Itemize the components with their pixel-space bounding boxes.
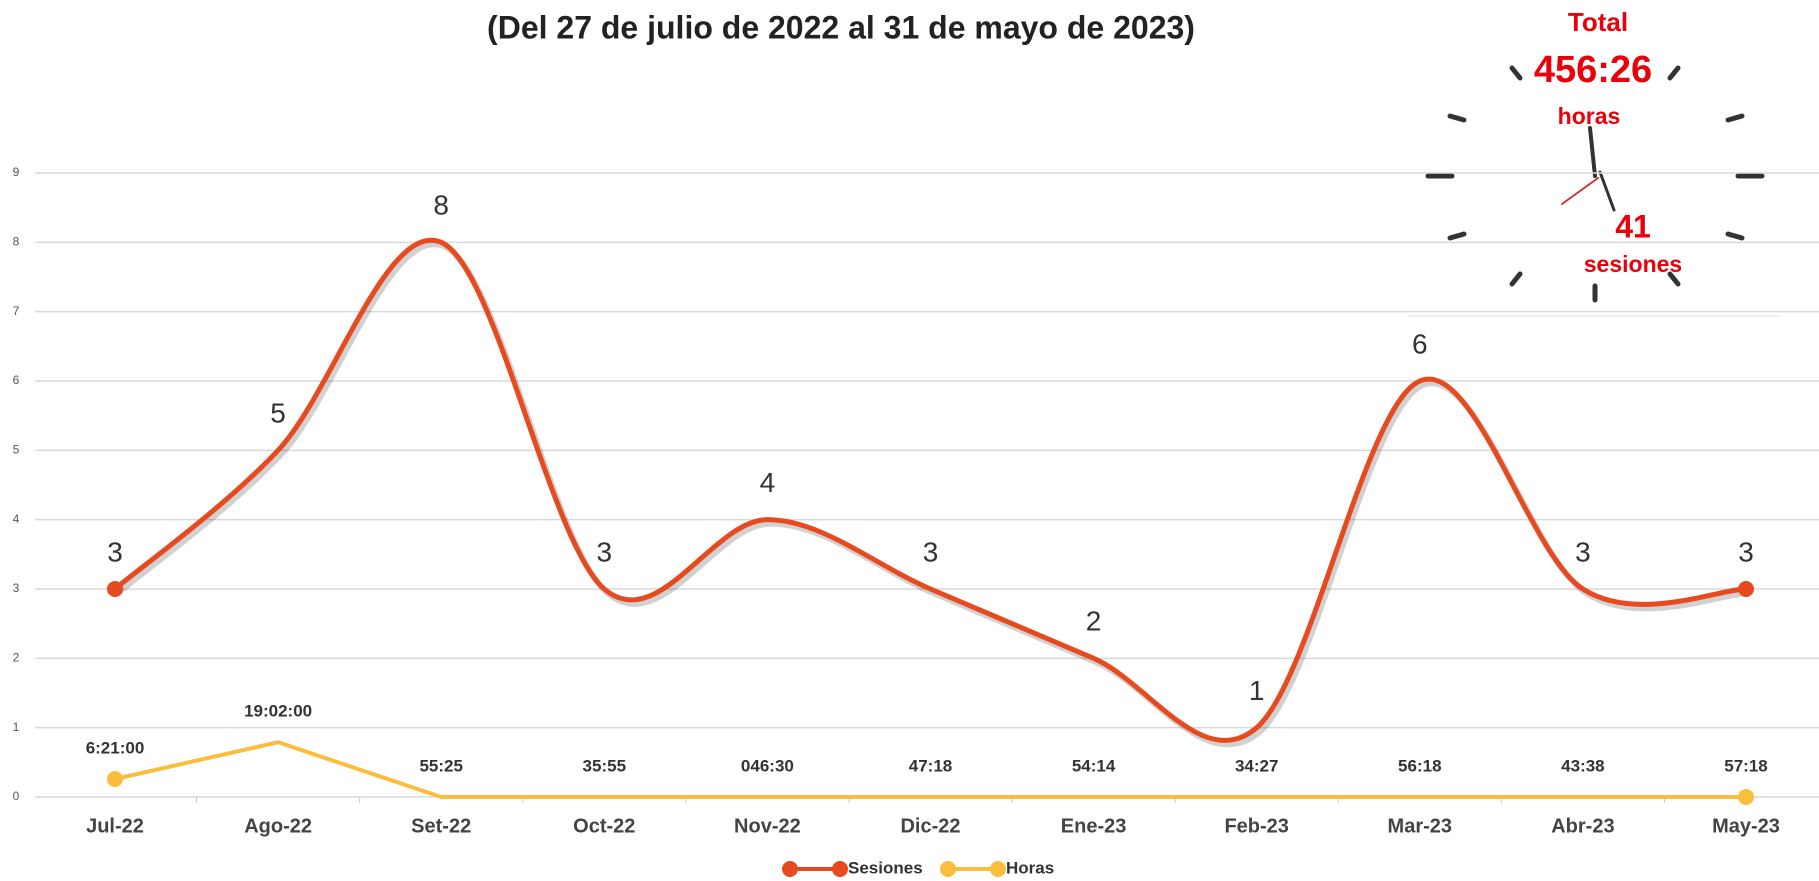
series-line bbox=[115, 240, 1746, 740]
x-tick-label: Jul-22 bbox=[86, 815, 144, 837]
x-tick-label: Abr-23 bbox=[1551, 815, 1614, 837]
chart-title: (Del 27 de julio de 2022 al 31 de mayo d… bbox=[487, 9, 1195, 45]
x-tick-label: Ene-23 bbox=[1061, 815, 1127, 837]
x-tick-label: May-23 bbox=[1712, 815, 1780, 837]
marker bbox=[1738, 581, 1754, 597]
data-label: 3 bbox=[597, 536, 613, 567]
annotation: Total bbox=[1568, 7, 1628, 37]
y-tick-label: 7 bbox=[13, 304, 20, 318]
legend-marker bbox=[940, 861, 956, 877]
legend-marker bbox=[832, 861, 848, 877]
data-label: 55:25 bbox=[419, 756, 462, 775]
data-label: 54:14 bbox=[1072, 756, 1116, 775]
data-label: 19:02:00 bbox=[244, 702, 312, 721]
data-label: 3 bbox=[107, 536, 123, 567]
annotation: 41 bbox=[1615, 208, 1651, 244]
y-tick-label: 8 bbox=[13, 235, 20, 249]
x-tick-label: Nov-22 bbox=[734, 815, 801, 837]
x-tick-label: Set-22 bbox=[411, 815, 471, 837]
data-label: 6:21:00 bbox=[86, 738, 145, 757]
x-tick-label: Mar-23 bbox=[1388, 815, 1452, 837]
x-tick-label: Ago-22 bbox=[244, 815, 312, 837]
y-tick-label: 2 bbox=[13, 651, 20, 665]
x-tick-label: Dic-22 bbox=[900, 815, 960, 837]
data-label: 56:18 bbox=[1398, 756, 1441, 775]
y-tick-label: 1 bbox=[13, 720, 20, 734]
y-tick-label: 6 bbox=[13, 373, 20, 387]
chart: (Del 27 de julio de 2022 al 31 de mayo d… bbox=[0, 0, 1819, 881]
data-label: 57:18 bbox=[1724, 756, 1767, 775]
legend-marker bbox=[782, 861, 798, 877]
data-label: 35:55 bbox=[583, 756, 626, 775]
line-shadow bbox=[118, 244, 1749, 744]
legend-marker bbox=[990, 861, 1006, 877]
legend-label: Sesiones bbox=[848, 858, 923, 877]
data-label: 2 bbox=[1086, 606, 1102, 637]
annotation: 456:26 bbox=[1534, 49, 1652, 91]
marker bbox=[107, 771, 123, 787]
data-label: 3 bbox=[1738, 536, 1754, 567]
y-tick-label: 5 bbox=[13, 443, 20, 457]
x-tick-label: Feb-23 bbox=[1224, 815, 1288, 837]
data-label: 5 bbox=[270, 398, 286, 429]
annotation: horas bbox=[1558, 103, 1621, 129]
data-label: 4 bbox=[760, 467, 776, 498]
y-tick-label: 9 bbox=[13, 165, 20, 179]
data-label: 1 bbox=[1249, 675, 1265, 706]
data-label: 6 bbox=[1412, 328, 1428, 359]
y-tick-label: 0 bbox=[13, 789, 20, 803]
data-label: 3 bbox=[1575, 536, 1591, 567]
data-label: 43:38 bbox=[1561, 756, 1604, 775]
x-tick-label: Oct-22 bbox=[573, 815, 635, 837]
data-label: 3 bbox=[923, 536, 939, 567]
y-tick-label: 4 bbox=[13, 512, 20, 526]
data-label: 47:18 bbox=[909, 756, 952, 775]
marker bbox=[107, 581, 123, 597]
data-label: 8 bbox=[433, 190, 449, 221]
y-tick-label: 3 bbox=[13, 581, 20, 595]
data-label: 046:30 bbox=[741, 756, 794, 775]
data-label: 34:27 bbox=[1235, 756, 1278, 775]
marker bbox=[1738, 789, 1754, 805]
annotation: sesiones bbox=[1584, 251, 1682, 277]
legend-label: Horas bbox=[1006, 858, 1054, 877]
